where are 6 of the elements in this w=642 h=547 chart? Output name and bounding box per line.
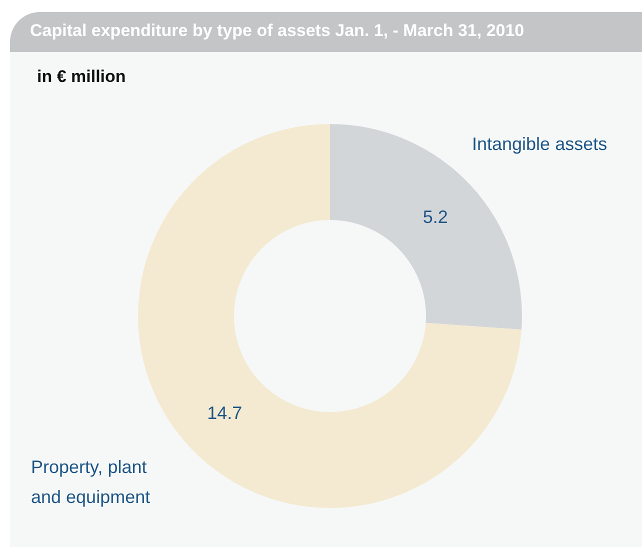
chart-subtitle: in € million bbox=[37, 67, 126, 87]
slice-label: Property, plant and equipment bbox=[31, 456, 150, 507]
data-label: 5.2 bbox=[422, 206, 448, 227]
chart-title: Capital expenditure by type of assets Jan. 1, - March 31, 2010 bbox=[30, 21, 524, 41]
slice-label: Intangible assets bbox=[472, 134, 608, 154]
data-label: 14.7 bbox=[207, 403, 242, 424]
